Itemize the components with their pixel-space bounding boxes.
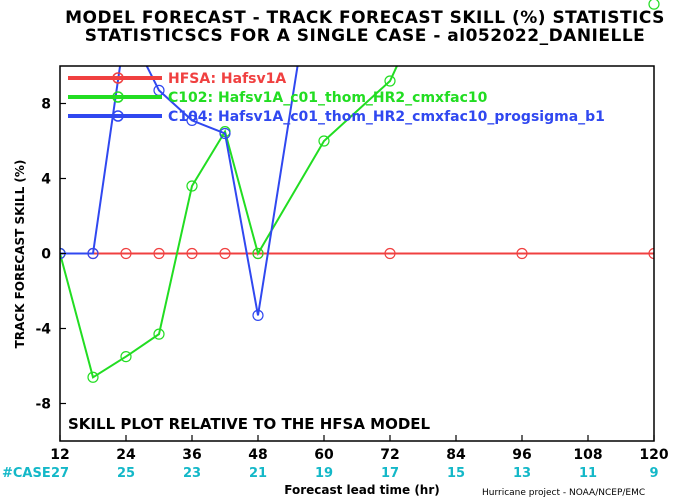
case-count: 9 bbox=[649, 466, 658, 481]
chart-subtitle: STATISTICSCS FOR A SINGLE CASE - al05202… bbox=[85, 26, 646, 46]
y-tick-label: -4 bbox=[35, 322, 51, 338]
series-point bbox=[219, 127, 231, 140]
case-counts: 27 25 23 21 19 17 15 13 11 9 bbox=[51, 466, 659, 481]
legend-label: C102: Hafsv1A_c01_thom_HR2_cmxfac10 bbox=[168, 90, 488, 106]
series-line bbox=[60, 66, 399, 379]
y-tick-label: 0 bbox=[41, 247, 51, 263]
legend-label: HFSA: Hafsv1A bbox=[168, 71, 286, 87]
series-point bbox=[120, 351, 132, 363]
case-count: 23 bbox=[183, 466, 201, 481]
skill-annotation: SKILL PLOT RELATIVE TO THE HFSA MODEL bbox=[68, 415, 431, 433]
x-tick-label: 96 bbox=[512, 447, 531, 463]
series-point bbox=[87, 247, 99, 260]
case-count: 25 bbox=[117, 466, 135, 481]
x-tick-label: 84 bbox=[446, 447, 466, 463]
series-line bbox=[60, 66, 299, 316]
credit-text: Hurricane project - NOAA/NCEP/EMC bbox=[482, 488, 645, 497]
y-axis-title: TRACK FORECAST SKILL (%) bbox=[13, 160, 27, 349]
x-tick-label: 120 bbox=[639, 447, 668, 463]
offscale-point bbox=[648, 0, 660, 10]
series-point bbox=[384, 75, 396, 87]
series-point bbox=[186, 114, 198, 126]
legend-label: C104: Hafsv1A_c01_thom_HR2_cmxfac10_prog… bbox=[168, 109, 605, 125]
y-tick-label: 8 bbox=[41, 97, 51, 113]
x-tick-label: 12 bbox=[50, 447, 69, 463]
y-tick-label: -8 bbox=[35, 397, 51, 413]
series-point bbox=[384, 247, 396, 260]
chart-title: MODEL FORECAST - TRACK FORECAST SKILL (%… bbox=[65, 8, 665, 28]
series-point bbox=[252, 309, 264, 321]
x-tick-label: 108 bbox=[573, 447, 602, 463]
outlier-layer bbox=[648, 0, 660, 10]
y-tick-label: 4 bbox=[41, 172, 51, 188]
series-point bbox=[318, 135, 330, 147]
x-tick-label: 72 bbox=[380, 447, 399, 463]
y-ticks: -8 -4 0 4 8 bbox=[35, 97, 66, 413]
series-point bbox=[516, 247, 528, 260]
case-count: 27 bbox=[51, 466, 69, 481]
x-tick-label: 24 bbox=[116, 447, 136, 463]
legend-swatch-marker bbox=[112, 110, 124, 122]
legend: HFSA: Hafsv1A C102: Hafsv1A_c01_thom_HR2_… bbox=[68, 71, 605, 125]
series-point bbox=[186, 247, 198, 260]
legend-swatch-marker bbox=[112, 91, 124, 103]
case-count: 15 bbox=[447, 466, 465, 481]
series-point bbox=[648, 247, 654, 260]
case-count: 17 bbox=[381, 466, 399, 481]
x-axis-title: Forecast lead time (hr) bbox=[284, 483, 440, 497]
series-point bbox=[186, 180, 198, 192]
series-point bbox=[219, 247, 231, 260]
case-count: 19 bbox=[315, 466, 333, 481]
case-count: 11 bbox=[579, 466, 597, 481]
x-tick-label: 48 bbox=[248, 447, 267, 463]
series-point bbox=[153, 247, 165, 260]
series-point bbox=[87, 371, 99, 383]
x-tick-label: 36 bbox=[182, 447, 201, 463]
series-point bbox=[252, 247, 264, 260]
case-count: 13 bbox=[513, 466, 531, 481]
x-tick-label: 60 bbox=[314, 447, 334, 463]
case-count: 21 bbox=[249, 466, 267, 481]
series-layer bbox=[60, 66, 654, 383]
x-ticks: 12 24 36 48 60 72 84 96 108 120 bbox=[50, 435, 669, 463]
legend-swatch-marker bbox=[112, 72, 124, 84]
series-point bbox=[153, 328, 165, 340]
case-label: #CASE bbox=[2, 466, 51, 481]
series-point bbox=[120, 247, 132, 260]
